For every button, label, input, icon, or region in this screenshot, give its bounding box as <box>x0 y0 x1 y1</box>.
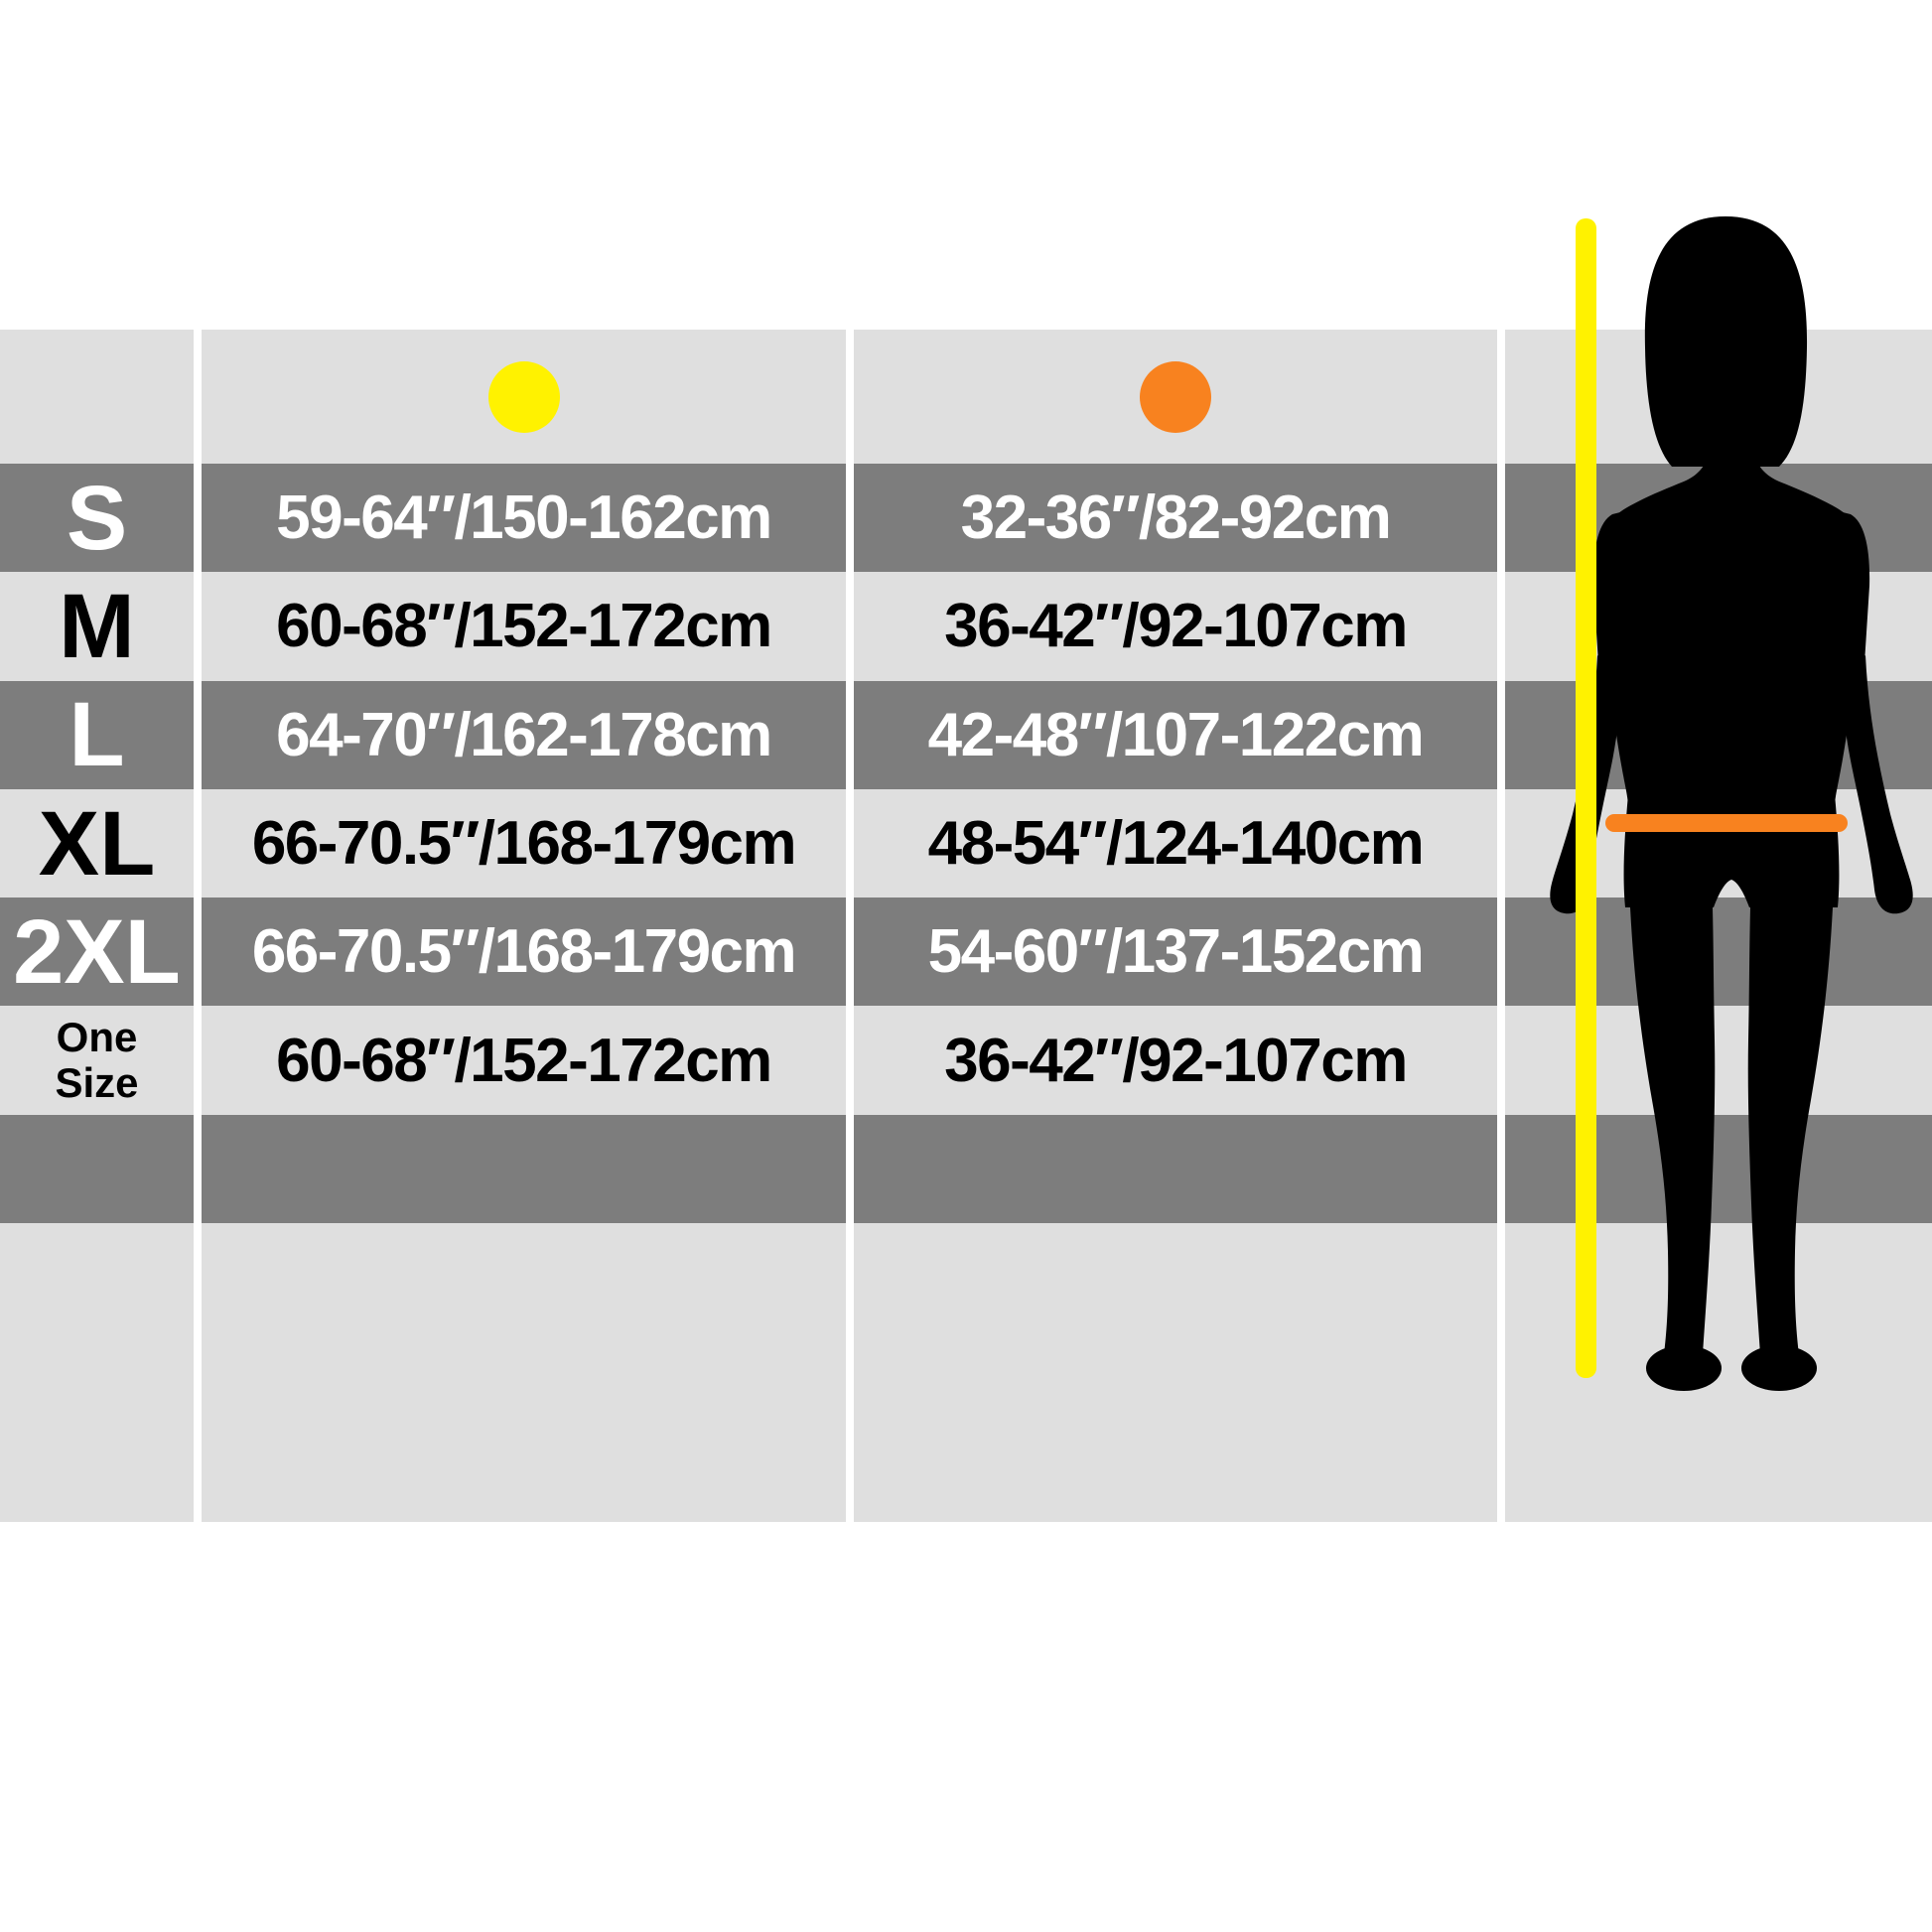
size-label-one-size: One Size <box>0 1006 194 1115</box>
silhouette-left-leg <box>1630 907 1716 1354</box>
silhouette-left-sleeve <box>1592 508 1666 688</box>
silhouette-left-foot <box>1646 1345 1722 1391</box>
height-value-xl: 66-70.5″/168-179cm <box>202 788 846 898</box>
header-size-cell <box>0 330 194 464</box>
hip-value-xl: 48-54″/124-140cm <box>854 788 1497 898</box>
size-label-empty <box>0 1114 194 1224</box>
silhouette-right-leg <box>1747 907 1833 1354</box>
hip-value-m: 36-42″/92-107cm <box>854 572 1497 681</box>
footer-band-height <box>202 1223 846 1523</box>
silhouette-torso <box>1599 449 1863 808</box>
height-measure-line <box>1576 218 1596 1378</box>
hip-legend-dot <box>1140 360 1211 433</box>
silhouette-right-sleeve <box>1797 508 1870 688</box>
silhouette-hair <box>1644 216 1808 467</box>
size-label-xl: XL <box>0 788 194 898</box>
silhouette-shorts <box>1623 794 1840 907</box>
hip-value-s: 32-36″/82-92cm <box>854 464 1497 573</box>
height-value-one-size: 60-68″/152-172cm <box>202 1006 846 1115</box>
size-label-m: M <box>0 572 194 681</box>
header-height-cell <box>202 330 846 464</box>
height-value-2xl: 66-70.5″/168-179cm <box>202 897 846 1007</box>
silhouette-right-foot <box>1741 1345 1817 1391</box>
height-value-empty <box>202 1114 846 1224</box>
size-label-l: L <box>0 680 194 789</box>
size-label-2xl: 2XL <box>0 897 194 1007</box>
hip-measure-line <box>1605 814 1848 832</box>
height-legend-dot <box>487 360 560 433</box>
size-chart-table: S 59-64″/150-162cm 32-36″/82-92cm M 60-6… <box>0 330 1932 1523</box>
silhouette-right-arm <box>1841 655 1913 914</box>
footer-band-hip <box>854 1223 1497 1523</box>
hip-value-empty <box>854 1114 1497 1224</box>
hip-value-l: 42-48″/107-122cm <box>854 680 1497 789</box>
height-value-m: 60-68″/152-172cm <box>202 572 846 681</box>
size-label-one-size-text: One Size <box>55 1014 139 1107</box>
hip-value-one-size: 36-42″/92-107cm <box>854 1006 1497 1115</box>
size-label-s: S <box>0 464 194 573</box>
hip-value-2xl: 54-60″/137-152cm <box>854 897 1497 1007</box>
height-value-s: 59-64″/150-162cm <box>202 464 846 573</box>
header-hip-cell <box>854 330 1497 464</box>
height-value-l: 64-70″/162-178cm <box>202 680 846 789</box>
footer-band-size <box>0 1223 194 1523</box>
